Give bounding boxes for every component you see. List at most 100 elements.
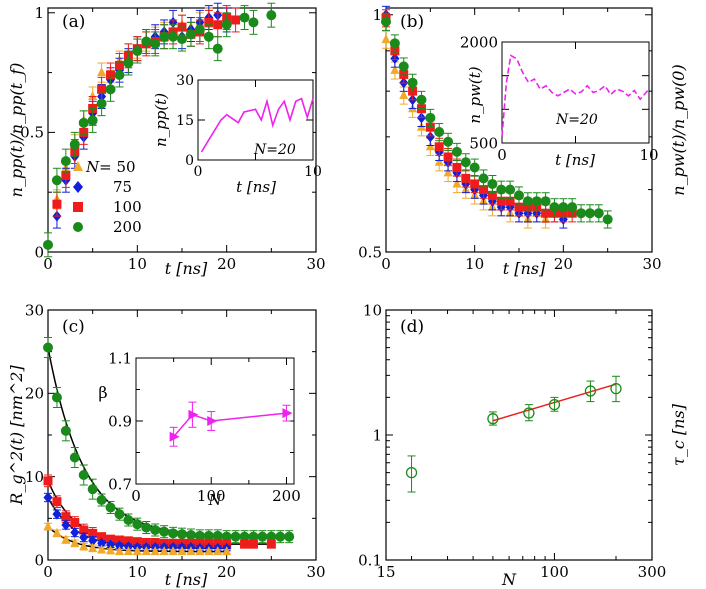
- panel-a-n200-point: [221, 19, 232, 30]
- panel-b-inset-ylabel: n_pw(t): [466, 66, 484, 123]
- panel-c-n100-point: [43, 476, 53, 486]
- legend-n100-marker: [73, 202, 83, 212]
- panel-a-n200-point: [114, 69, 125, 80]
- panel-b-n200-point: [487, 178, 498, 189]
- panel-c-n200-point: [177, 529, 187, 540]
- panel-b-n100-point: [470, 179, 480, 189]
- panel-c-ytick-label: 30: [25, 301, 44, 319]
- panel-a-xtick-label: 10: [128, 255, 147, 273]
- panel-c-n75-point: [43, 492, 53, 503]
- panel-b-n200-point: [593, 208, 604, 219]
- panel-c-n200-point: [60, 425, 71, 436]
- panel-c-n200-point: [141, 522, 152, 533]
- panel-a-n100-point: [231, 15, 241, 25]
- panel-c-xtick-label: 0: [43, 563, 53, 581]
- panel-c-n50-point: [70, 537, 80, 547]
- panel-b-ylabel: n_pw(t)/n_pw(0): [669, 64, 688, 195]
- panel-c-n200-point: [284, 531, 295, 542]
- panel-c-n200-point: [266, 531, 277, 542]
- panel-b-n200-point: [389, 38, 400, 49]
- panel-b-inset-annotation: N=20: [555, 112, 598, 128]
- panel-c-ylabel: R_g^2(t) [nm^2]: [7, 365, 26, 506]
- panel-a-n200-point: [87, 115, 98, 126]
- panel-b-n50-point: [399, 89, 409, 99]
- panel-a-n200-point: [177, 34, 187, 45]
- panel-c-n200-point: [69, 452, 80, 463]
- panel-c-n50-point: [186, 546, 196, 556]
- panel-c-n100-point: [114, 535, 124, 545]
- panel-c-n50-point: [195, 546, 205, 556]
- legend-n200-label: 200: [113, 218, 142, 236]
- panel-c-n200-point: [230, 531, 241, 542]
- panel-c-n75-point: [61, 519, 71, 531]
- panel-c-n200-point: [275, 531, 286, 542]
- panel-c-n200-point: [96, 495, 107, 505]
- panel-b-n100-point: [452, 163, 462, 173]
- panel-b-n200-point: [567, 202, 578, 213]
- panel-b-n200-point: [558, 202, 569, 213]
- panel-c-n100-point: [61, 512, 71, 522]
- panel-b-n200-point: [549, 202, 560, 213]
- panel-b-n100-point: [461, 173, 471, 183]
- panel-c-n50-point: [132, 546, 142, 556]
- panel-a-n200-point: [212, 43, 223, 54]
- panel-c-n100-point: [266, 539, 276, 549]
- panel-a-n200-point: [96, 98, 107, 109]
- panel-b-n100-point: [505, 196, 515, 206]
- panel-a-n200-point: [150, 38, 161, 49]
- panel-c-xtick-label: 30: [306, 563, 325, 581]
- panel-d-xtick-label: 300: [638, 563, 667, 581]
- panel-c-n100-point: [88, 528, 98, 538]
- panel-b-n50-point: [381, 34, 391, 44]
- panel-b-label: (b): [400, 12, 424, 32]
- panel-b-inset-xtick-label: 10: [639, 146, 658, 164]
- panel-d-point: [584, 385, 597, 397]
- panel-a: (a) t [ns] n_pp(t)/n_pp(t_f) 0 10 20 3000.5…: [7, 2, 326, 278]
- panel-a-n100-point: [204, 17, 214, 27]
- panel-a-xtick-label: 30: [306, 255, 325, 273]
- panel-c-n200-point: [239, 531, 250, 542]
- panel-b-n200-point: [505, 184, 516, 195]
- panel-b-n200-point: [584, 208, 595, 219]
- panel-c-n200-point: [87, 484, 98, 495]
- panel-b-n200-point: [460, 157, 471, 168]
- panel-b-n50-point: [443, 167, 453, 177]
- panel-a-n200-point: [185, 29, 196, 40]
- panel-c-n50-point: [106, 545, 116, 555]
- panel-c-inset-ylabel: β: [98, 383, 107, 402]
- panel-c-inset-point: [282, 408, 293, 419]
- panel-b-n200-point: [443, 136, 454, 147]
- panel-b-n200-point: [540, 196, 551, 207]
- panel-b-inset: t [ns] n_pw(t) N=20 0 10 500 2000: [460, 33, 659, 169]
- panel-c-inset-point: [188, 409, 199, 420]
- panel-c-n100-point: [79, 525, 89, 535]
- panel-c-n50-point: [213, 546, 223, 556]
- panel-c-n100-point: [248, 539, 258, 549]
- panel-c-inset-line: [173, 412, 287, 438]
- panel-a-n200-point: [248, 17, 259, 28]
- panel-b-n75-point: [425, 131, 435, 143]
- panel-c-inset-xtick-label: 200: [272, 487, 301, 505]
- panel-a-inset-line: [200, 97, 314, 153]
- panel-c-inset-xlabel: N: [207, 491, 222, 509]
- panel-b-n100-point: [487, 190, 497, 200]
- panel-c-n50-point: [222, 546, 232, 556]
- legend-n100-label: 100: [113, 198, 142, 216]
- panel-a-inset-xlabel: t [ns]: [236, 178, 276, 196]
- panel-b-n200-point: [425, 112, 436, 123]
- panel-a-n100-point: [213, 20, 223, 30]
- panel-b-xtick-label: 10: [465, 255, 484, 273]
- panel-c-n50-point: [114, 546, 124, 556]
- panel-d-point: [548, 398, 561, 411]
- panel-c-n50-point: [61, 534, 71, 544]
- panel-d-point: [523, 407, 535, 419]
- panel-a-n50-point: [88, 91, 98, 101]
- panel-d-label: (d): [400, 317, 424, 337]
- panel-d-xtick-label: 100: [540, 563, 569, 581]
- panel-a-n100-point: [52, 199, 62, 209]
- panel-b-n50-point: [390, 64, 400, 74]
- panel-b-ytick-label: 0.5: [358, 243, 382, 261]
- panel-d-point: [405, 466, 418, 479]
- panel-b-n100-point: [434, 142, 444, 152]
